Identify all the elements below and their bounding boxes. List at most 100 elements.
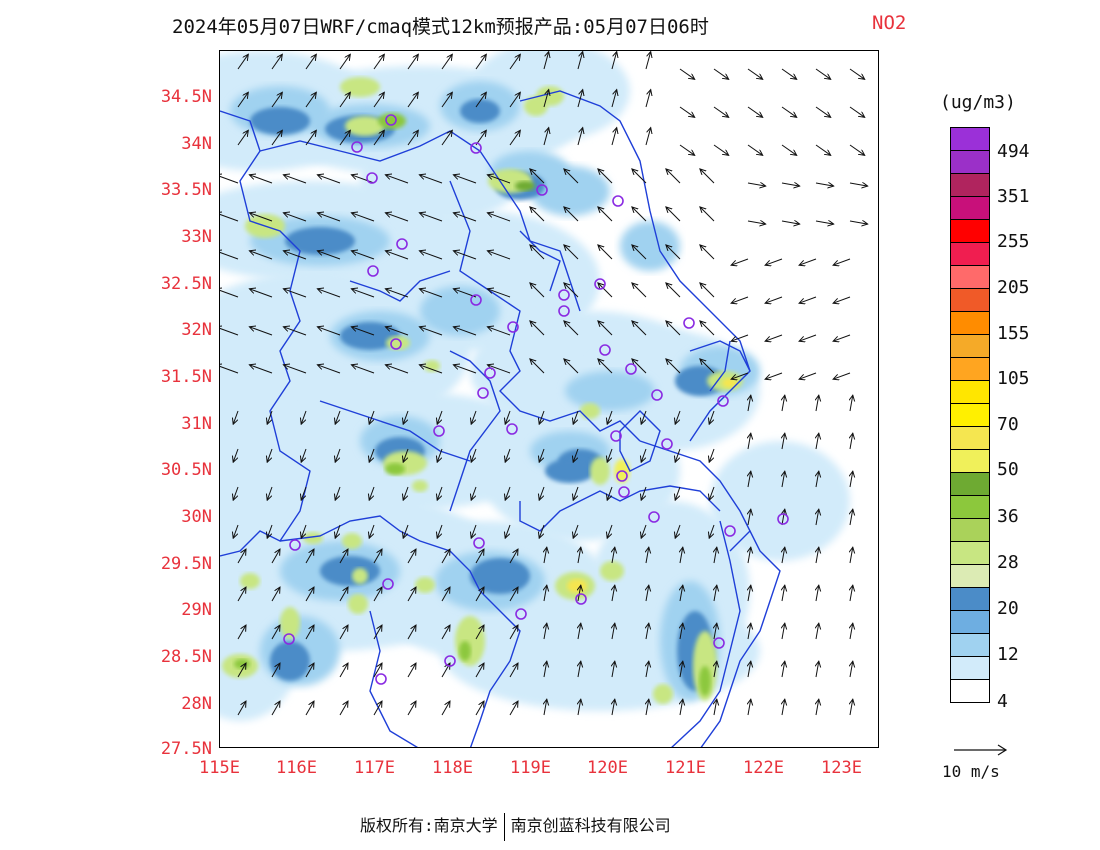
field-low (360, 141, 520, 221)
wind-arrow (220, 289, 239, 298)
legend-swatch (950, 541, 990, 565)
wind-arrow (850, 433, 853, 450)
wind-arrow (441, 549, 450, 564)
wind-arrow (271, 663, 280, 678)
wind-arrow (578, 623, 581, 640)
wind-arrow (339, 587, 348, 602)
wind-arrow (816, 623, 819, 640)
wind-arrow (833, 296, 851, 303)
field-peak (280, 607, 300, 639)
wind-arrow (267, 486, 273, 500)
legend-swatch (950, 265, 990, 289)
legend-swatch (950, 173, 990, 197)
field-peak (524, 96, 548, 116)
wind-arrow (539, 524, 545, 538)
wind-arrow (700, 321, 715, 336)
wind-arrow (237, 130, 248, 146)
wind-arrow (782, 585, 785, 602)
wind-arrow (816, 547, 819, 564)
wind-arrow (271, 587, 280, 602)
wind-arrow (612, 547, 615, 564)
wind-arrow (267, 524, 273, 538)
wind-arrow (544, 585, 547, 602)
wind-arrow (816, 585, 819, 602)
wind-arrow (407, 92, 418, 108)
wind-arrow (407, 54, 418, 70)
field-mid (565, 371, 655, 411)
wind-arrow (598, 207, 613, 222)
city-marker (385, 114, 397, 126)
wind-arrow (505, 410, 511, 424)
wind-arrow (782, 471, 785, 488)
wind-arrow (578, 585, 581, 602)
wind-arrow (301, 486, 307, 500)
wind-arrow (339, 663, 348, 678)
city-marker (610, 430, 622, 442)
wind-arrow (781, 144, 797, 155)
wind-arrow (385, 251, 409, 260)
wind-arrow (271, 549, 280, 564)
wind-arrow (509, 701, 518, 716)
wind-arrow (373, 54, 384, 70)
wind-arrow (249, 251, 273, 260)
city-marker (351, 141, 363, 153)
title-species: NO2 (872, 12, 907, 34)
wind-arrow (578, 547, 581, 564)
wind-arrow (781, 221, 800, 224)
city-marker (367, 265, 379, 277)
city-marker (724, 525, 736, 537)
wind-arrow (680, 585, 683, 602)
legend-label: 12 (997, 644, 1019, 665)
wind-arrow (441, 130, 452, 146)
wind-arrow (475, 549, 484, 564)
wind-arrow (781, 106, 797, 117)
wind-arrow (407, 625, 416, 640)
wind-arrow (578, 661, 581, 678)
city-marker (661, 438, 673, 450)
wind-arrow (850, 471, 853, 488)
wind-arrow (305, 663, 314, 678)
lon-label: 117E (354, 758, 395, 778)
wind-arrow (283, 327, 307, 336)
wind-arrow (632, 169, 647, 184)
wind-arrow (237, 92, 248, 108)
wind-arrow (305, 54, 316, 70)
wind-arrow (748, 661, 751, 678)
wind-vectors (220, 52, 868, 716)
wind-arrow (530, 283, 545, 298)
wind-arrow (573, 410, 579, 424)
wind-arrow (220, 175, 239, 184)
legend-swatch (950, 403, 990, 427)
field-low (710, 441, 850, 561)
legend-swatch (950, 242, 990, 266)
wind-arrow (781, 68, 797, 79)
wind-arrow (305, 92, 316, 108)
wind-arrow (700, 169, 715, 184)
wind-arrow (799, 372, 817, 379)
legend-label: 20 (997, 598, 1019, 619)
copyright-footer: 版权所有:南京大学 南京创蓝科技有限公司 (360, 812, 671, 841)
wind-arrow (850, 395, 853, 412)
wind-arrow (509, 130, 520, 146)
boundary-line (319, 400, 471, 462)
wind-arrow (747, 221, 766, 224)
field-peak (345, 116, 385, 136)
field-peak (459, 641, 471, 661)
wind-arrow (271, 92, 282, 108)
wind-arrow (403, 410, 409, 424)
legend-swatch (950, 357, 990, 381)
wind-arrow (816, 433, 819, 450)
boundary-line (700, 530, 781, 747)
wind-arrow (748, 433, 751, 450)
wind-arrow (220, 213, 239, 222)
lat-label: 30.5N (160, 460, 212, 480)
wind-arrow (475, 663, 484, 678)
legend-label: 4 (997, 691, 1008, 712)
field-peak (385, 463, 405, 475)
wind-arrow (283, 175, 307, 184)
field-peak (352, 568, 368, 584)
wind-arrow (351, 365, 375, 374)
wind-arrow (373, 130, 384, 146)
wind-arrow (220, 365, 239, 374)
city-marker (366, 172, 378, 184)
